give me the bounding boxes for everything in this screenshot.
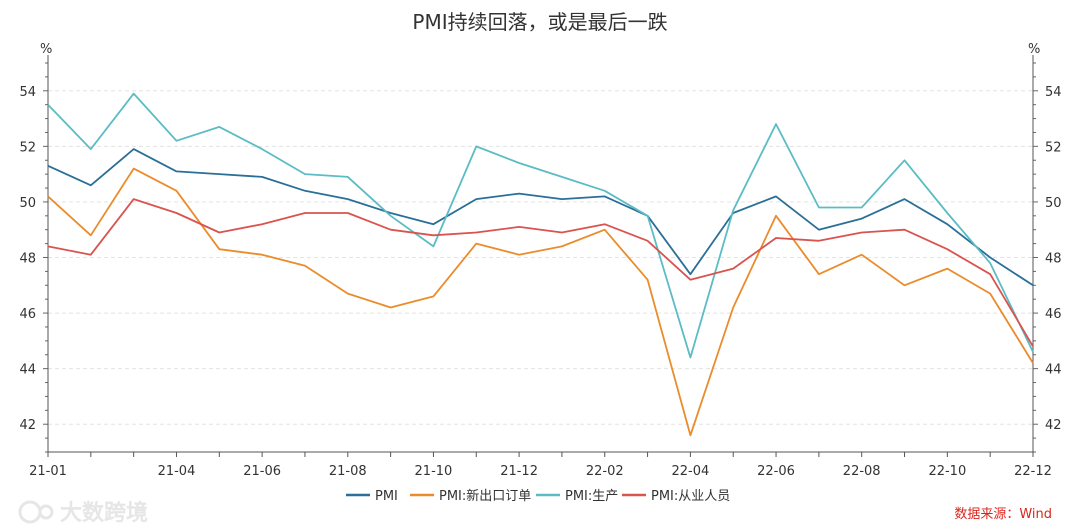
x-tick-label: 21-01: [29, 464, 67, 479]
x-tick-label: 22-10: [928, 464, 966, 479]
y-tick-label-left: 42: [19, 418, 36, 433]
y-tick-label-right: 50: [1045, 196, 1062, 211]
x-tick-label: 22-04: [672, 464, 710, 479]
y-tick-label-right: 42: [1045, 418, 1062, 433]
y-tick-label-right: 48: [1045, 252, 1062, 267]
watermark-logo: 大数跨境: [18, 500, 148, 526]
x-tick-label: 22-02: [586, 464, 624, 479]
y-tick-label-left: 54: [19, 85, 36, 100]
y-tick-label-left: 52: [19, 140, 36, 155]
legend-label: PMI: [375, 489, 398, 504]
legend-label: PMI:生产: [565, 489, 618, 504]
series-line: [47, 148, 1034, 287]
source-label: 数据来源：Wind: [954, 507, 1052, 522]
series-line: [47, 198, 1034, 347]
axes: 42 42 44 44 46 46 48 48 50 50 52 52 54 54 21-01 21-04 21…: [19, 55, 1062, 479]
y-tick-label-left: 44: [19, 363, 36, 378]
y-tick-label-left: 48: [19, 252, 36, 267]
y-tick-label-left: 46: [19, 307, 36, 322]
x-tick-label: 21-12: [500, 464, 538, 479]
series-line: [47, 167, 1034, 437]
x-tick-label: 21-06: [243, 464, 281, 479]
x-tick-label: 21-10: [415, 464, 453, 479]
series-lines: [47, 92, 1034, 437]
y-tick-label-right: 44: [1045, 363, 1062, 378]
legend-label: PMI:从业人员: [651, 489, 730, 504]
y-tick-label-left: 50: [19, 196, 36, 211]
legend: PMI PMI:新出口订单 PMI:生产 PMI:从业人员: [346, 488, 730, 504]
x-tick-label: 21-04: [158, 464, 196, 479]
chart-title: PMI持续回落，或是最后一跌: [412, 10, 667, 34]
y-tick-label-right: 52: [1045, 140, 1062, 155]
x-tick-label: 22-12: [1014, 464, 1052, 479]
x-tick-label: 21-08: [329, 464, 367, 479]
left-unit-label: %: [40, 42, 52, 57]
series-line: [47, 92, 1034, 359]
y-tick-label-right: 54: [1045, 85, 1062, 100]
x-tick-label: 22-06: [757, 464, 795, 479]
legend-label: PMI:新出口订单: [439, 488, 531, 504]
x-tick-label: 22-08: [843, 464, 881, 479]
grid-lines: [48, 90, 1033, 425]
y-tick-label-right: 46: [1045, 307, 1062, 322]
right-unit-label: %: [1028, 42, 1040, 57]
watermark-text: 大数跨境: [60, 500, 148, 526]
